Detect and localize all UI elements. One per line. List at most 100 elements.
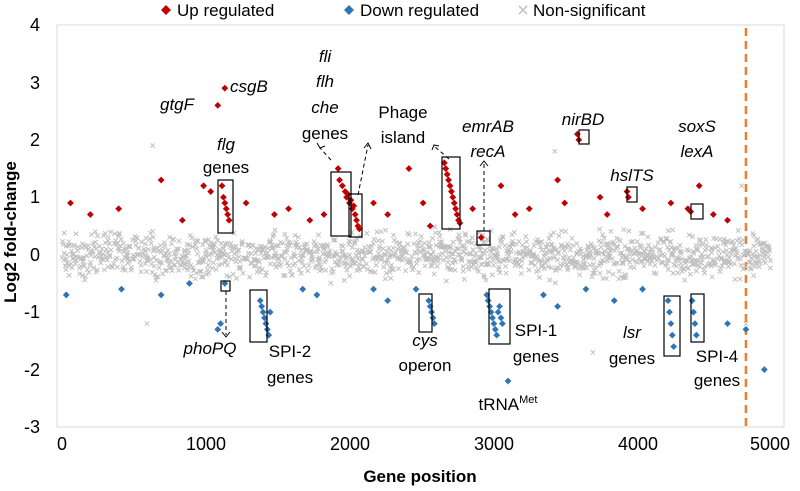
non-significant-point: [468, 251, 474, 257]
non-significant-point: [715, 243, 721, 249]
up-regulated-point: [224, 211, 232, 218]
non-significant-point: [502, 243, 508, 249]
non-significant-point: [138, 239, 145, 245]
non-significant-point: [597, 270, 603, 276]
x-tick-label: 4000: [618, 434, 658, 454]
non-significant-point: [471, 253, 478, 259]
non-significant-point: [429, 235, 436, 241]
down-regulated-point: [688, 297, 696, 305]
non-significant-point: [286, 263, 292, 269]
non-significant-point: [273, 264, 279, 270]
down-regulated-point: [484, 297, 492, 305]
non-significant-point: [605, 246, 611, 252]
non-significant-point: [562, 228, 569, 234]
down-regulated-point: [489, 314, 496, 322]
non-significant-point: [679, 249, 685, 255]
non-significant-point: [157, 260, 163, 266]
non-significant-point: [598, 261, 604, 267]
down-regulated-point: [429, 314, 437, 322]
non-significant-point: [532, 262, 538, 268]
non-significant-point: [230, 271, 236, 277]
non-significant-point: [181, 261, 187, 267]
non-significant-point: [461, 276, 467, 282]
non-significant-point: [520, 254, 526, 260]
non-significant-point: [102, 230, 108, 236]
nirBD-label: nirBD: [562, 110, 605, 129]
lsr-label: lsr: [623, 323, 642, 342]
non-significant-point: [82, 274, 88, 280]
non-significant-point: [505, 256, 511, 262]
non-significant-point: [597, 226, 603, 232]
lsr-cluster-box: [663, 295, 681, 357]
up-regulated-point: [497, 182, 505, 190]
non-significant-point: [496, 244, 502, 250]
non-significant-point: [766, 244, 772, 250]
non-significant-point: [453, 259, 459, 265]
non-significant-point: [327, 248, 333, 254]
hslTS-label: hslTS: [610, 166, 654, 185]
non-significant-point: [213, 234, 219, 240]
non-significant-point: [186, 250, 192, 256]
non-significant-point: [228, 256, 235, 262]
non-significant-point: [314, 243, 320, 249]
non-significant-point: [647, 261, 653, 267]
legend-up-label: Up regulated: [177, 1, 274, 20]
non-significant-point: [150, 234, 156, 240]
down-regulated-point: [313, 291, 321, 299]
up-regulated-point: [344, 191, 352, 198]
non-significant-point: [543, 244, 549, 250]
non-significant-point: [117, 248, 123, 254]
non-significant-point: [411, 264, 417, 270]
y-axis-title: Log2 fold-change: [1, 161, 20, 303]
non-significant-point: [98, 260, 104, 266]
non-significant-point: [259, 266, 265, 272]
non-significant-point: [409, 253, 415, 260]
non-significant-point: [305, 268, 311, 274]
non-significant-point: [733, 245, 739, 251]
up-regulated-point: [445, 176, 452, 184]
non-significant-point: [267, 261, 273, 267]
non-significant-point: [93, 245, 99, 251]
non-significant-point: [753, 248, 759, 254]
non-significant-point: [489, 246, 495, 252]
non-significant-point: [189, 244, 196, 250]
non-significant-point: [673, 263, 679, 269]
non-significant-point: [645, 234, 651, 240]
non-significant-point: [200, 274, 206, 280]
non-significant-point: [188, 262, 194, 268]
non-significant-point: [167, 234, 173, 240]
up-regulated-point: [450, 199, 458, 207]
down-regulated-point: [690, 308, 697, 316]
non-significant-point: [344, 267, 350, 273]
spi1-cluster-box: [488, 288, 511, 345]
non-significant-point: [418, 233, 424, 240]
non-significant-point: [745, 251, 751, 257]
non-significant-point: [173, 254, 179, 260]
non-significant-point: [116, 230, 122, 237]
non-significant-point: [639, 243, 645, 249]
non-significant-point: [237, 258, 243, 264]
non-significant-point: [182, 265, 188, 271]
non-significant-point: [117, 243, 123, 249]
non-significant-point: [470, 247, 476, 253]
non-significant-point: [489, 272, 495, 278]
non-significant-point: [416, 256, 423, 262]
non-significant-point: [226, 274, 233, 280]
down-regulated-point: [668, 331, 676, 339]
non-significant-point: [739, 242, 745, 248]
island-label: island: [381, 128, 425, 147]
non-significant-point: [92, 229, 98, 235]
non-significant-point: [495, 250, 501, 257]
non-significant-point: [445, 259, 451, 265]
non-significant-point: [629, 257, 635, 263]
non-significant-point: [703, 237, 709, 243]
non-significant-point: [569, 235, 575, 241]
spi2-genes-label: genes: [267, 368, 313, 387]
non-significant-point: [127, 243, 133, 249]
non-significant-point: [625, 256, 631, 262]
non-significant-point: [690, 262, 697, 268]
non-significant-point: [374, 229, 380, 235]
non-significant-point: [547, 277, 553, 283]
non-significant-point: [610, 271, 616, 277]
non-significant-point: [496, 264, 502, 270]
